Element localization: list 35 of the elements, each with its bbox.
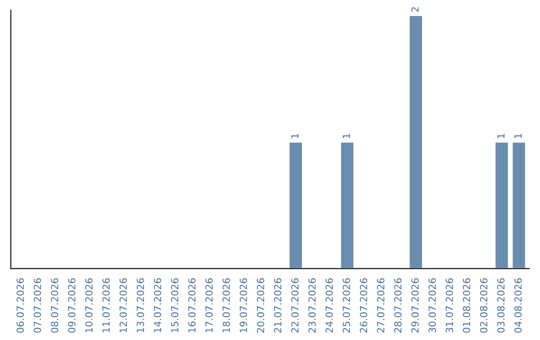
x-tick-label: 09.07.2026 [68, 278, 76, 333]
x-tick-label: 26.07.2026 [360, 278, 368, 333]
x-tick-label: 30.07.2026 [428, 278, 436, 333]
data-label: 2 [411, 7, 419, 12]
x-tick-label: 21.07.2026 [274, 278, 282, 333]
x-tick-label: 31.07.2026 [446, 278, 454, 333]
x-tick-label: 23.07.2026 [308, 278, 316, 333]
x-tick-label: 12.07.2026 [120, 278, 127, 332]
x-tick-label: 11.07.2026 [102, 278, 110, 332]
x-tick-label: 29.07.2026 [411, 278, 419, 333]
data-label: 1 [291, 134, 298, 138]
x-tick-label: 18.07.2026 [222, 278, 230, 332]
x-tick-label: 27.07.2026 [377, 278, 384, 333]
x-tick-label: 01.08.2026 [462, 278, 470, 333]
x-tick-label: 13.07.2026 [136, 278, 144, 332]
x-tick-label: 03.08.2026 [497, 278, 505, 333]
x-tick-label: 14.07.2026 [154, 278, 162, 332]
data-label: 1 [497, 134, 504, 138]
x-tick-label: 16.07.2026 [188, 278, 196, 332]
x-tick-label: 08.07.2026 [50, 278, 58, 333]
x-tick-label: 15.07.2026 [171, 278, 178, 332]
x-tick-label: 28.07.2026 [394, 278, 402, 333]
x-tick-label: 20.07.2026 [256, 278, 264, 333]
x-tick-label: 19.07.2026 [240, 278, 248, 332]
x-tick-label: 10.07.2026 [85, 278, 93, 332]
x-tick-label: 07.07.2026 [34, 278, 42, 333]
x-tick-label: 17.07.2026 [205, 278, 213, 332]
data-label: 1 [514, 134, 522, 138]
x-tick-label: 24.07.2026 [326, 278, 333, 333]
data-label: 1 [342, 134, 350, 138]
x-tick-label: 04.08.2026 [514, 278, 522, 333]
x-tick-label: 02.08.2026 [480, 278, 488, 333]
x-tick-label: 25.07.2026 [342, 278, 350, 333]
x-tick-label: 22.07.2026 [291, 278, 299, 333]
x-tick-label: 06.07.2026 [16, 278, 24, 333]
